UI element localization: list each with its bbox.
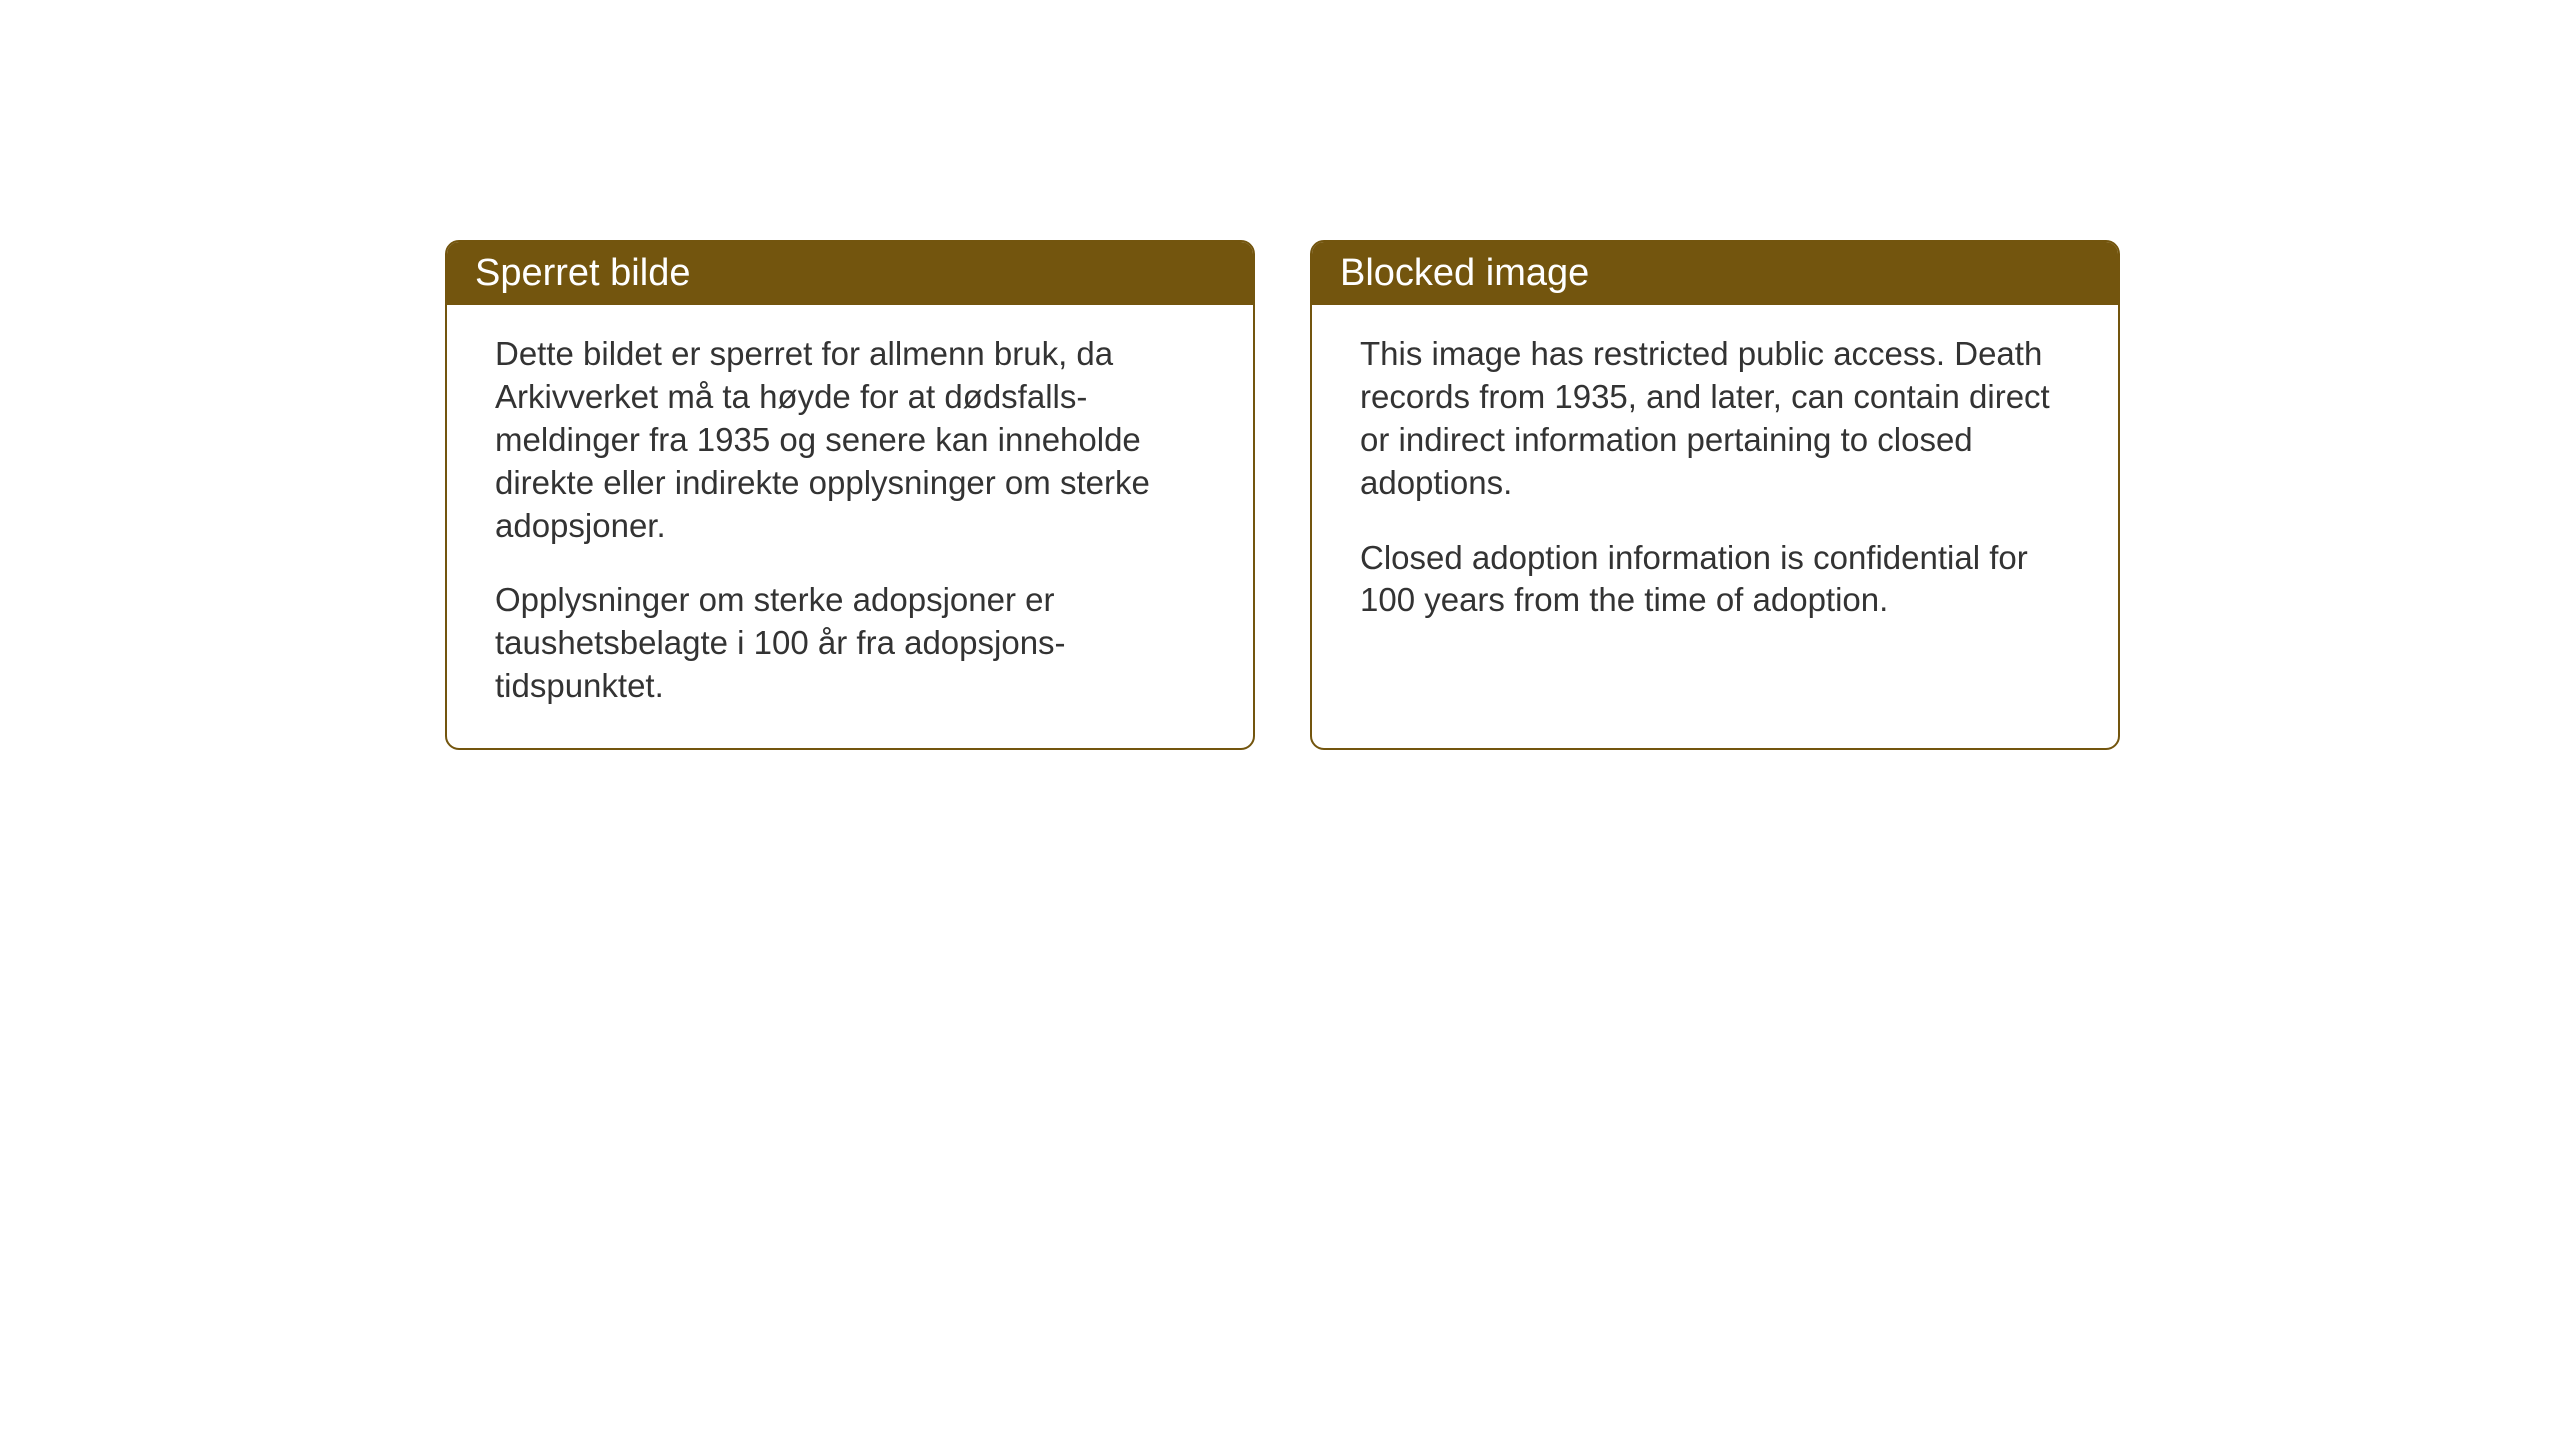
notice-card-english: Blocked image This image has restricted … bbox=[1310, 240, 2120, 750]
card-header-norwegian: Sperret bilde bbox=[447, 242, 1253, 305]
card-body-norwegian: Dette bildet er sperret for allmenn bruk… bbox=[447, 305, 1253, 748]
card-paragraph: This image has restricted public access.… bbox=[1360, 333, 2070, 505]
notice-card-norwegian: Sperret bilde Dette bildet er sperret fo… bbox=[445, 240, 1255, 750]
card-paragraph: Dette bildet er sperret for allmenn bruk… bbox=[495, 333, 1205, 547]
card-paragraph: Opplysninger om sterke adopsjoner er tau… bbox=[495, 579, 1205, 708]
card-paragraph: Closed adoption information is confident… bbox=[1360, 537, 2070, 623]
card-title: Sperret bilde bbox=[475, 252, 690, 294]
card-title: Blocked image bbox=[1340, 252, 1589, 294]
notice-container: Sperret bilde Dette bildet er sperret fo… bbox=[0, 0, 2560, 750]
card-header-english: Blocked image bbox=[1312, 242, 2118, 305]
card-body-english: This image has restricted public access.… bbox=[1312, 305, 2118, 662]
